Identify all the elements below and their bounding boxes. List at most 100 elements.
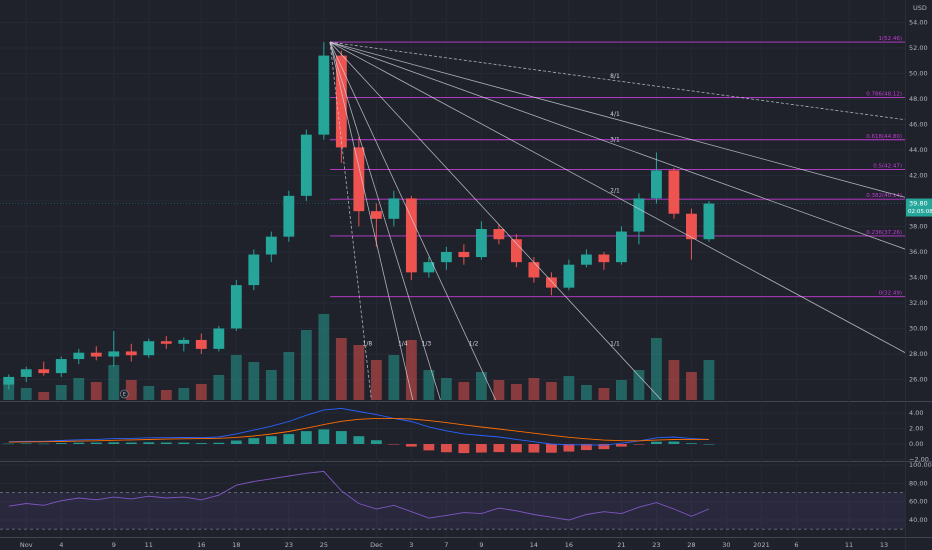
gann-fan-label: 8/1	[610, 73, 620, 80]
gann-fan-label: 4/1	[610, 111, 620, 118]
candle-body	[528, 262, 540, 278]
macd-histogram-bar	[3, 443, 15, 445]
macd-histogram-bar	[55, 443, 67, 445]
y-tick-label: 38.00	[909, 222, 928, 230]
candle-body	[686, 213, 697, 240]
x-tick-label: 21	[617, 541, 625, 549]
y-tick-label: 60.00	[909, 498, 928, 506]
axes: Nov 4 9 11 16 18 23 25 Dec 3 7 9 14 16 21 23 28 30 2021 6 11…	[20, 18, 932, 549]
volume-bar	[686, 372, 697, 400]
volume-bar	[510, 384, 522, 400]
y-tick-label: 46.00	[909, 120, 928, 128]
gann-fan-line	[329, 42, 372, 400]
candle-body	[703, 203, 715, 240]
volume-bar	[615, 380, 627, 400]
macd-histogram-bar	[458, 444, 470, 454]
gann-fan-label: 2/1	[610, 187, 620, 194]
macd-pane	[3, 407, 715, 454]
fib-label: 0.618(44.80)	[866, 134, 902, 140]
y-tick-label: 80.00	[909, 479, 928, 487]
x-tick-label: 28	[687, 541, 695, 549]
candle-body	[598, 254, 610, 263]
x-tick-label: 7	[444, 541, 448, 549]
volume-bar	[580, 385, 592, 400]
x-tick-label: Dec	[370, 541, 383, 549]
macd-histogram-bar	[528, 444, 540, 453]
volume-bar	[475, 372, 487, 400]
candle-body	[423, 262, 435, 273]
gann-fan-line	[329, 41, 497, 400]
last-price-box	[906, 198, 932, 217]
x-tick-label: 6	[794, 541, 798, 549]
volume-bar	[458, 382, 470, 400]
last-price-label: 39.80	[909, 200, 928, 208]
macd-histogram-bar	[300, 431, 312, 445]
candle-body	[440, 251, 452, 263]
gann-fan-line	[329, 41, 441, 400]
candle-body	[510, 239, 522, 263]
fib-label: 0(32.49)	[878, 291, 902, 297]
volume-bar	[388, 355, 400, 400]
macd-histogram-bar	[440, 444, 452, 453]
x-tick-label: 9	[479, 541, 483, 549]
x-tick-label: 11	[845, 541, 853, 549]
candle-body	[3, 376, 15, 385]
fib-label: 0.786(48.12)	[866, 91, 902, 97]
y-tick-label: 32.00	[909, 299, 928, 307]
y-tick-label: 44.00	[909, 146, 928, 154]
volume-bar	[668, 360, 680, 400]
candle-body	[143, 341, 155, 356]
macd-histogram-bar	[651, 441, 662, 445]
candle-body	[545, 277, 557, 288]
macd-histogram-bar	[563, 444, 575, 452]
gann-fan-label: 3/1	[610, 136, 620, 143]
candle-body	[668, 170, 680, 214]
volume-bar	[178, 388, 190, 400]
volume-bar	[143, 386, 155, 400]
volume-bar	[370, 360, 382, 400]
candle-body	[475, 229, 487, 258]
candle-body	[248, 254, 260, 286]
volume-bar	[545, 382, 557, 400]
macd-histogram-bar	[580, 444, 592, 451]
y-tick-label: 48.00	[909, 95, 928, 103]
macd-histogram-bar	[475, 444, 487, 453]
gann-fan-line	[329, 41, 905, 353]
event-marker	[119, 389, 129, 399]
x-tick-label: 30	[722, 541, 730, 549]
candle-body	[493, 229, 505, 240]
volume-bar	[493, 380, 505, 400]
candle-body	[265, 236, 277, 255]
macd-histogram-bar	[335, 431, 347, 445]
fib-label: 0.382(40.14)	[866, 193, 902, 199]
candle-body	[73, 352, 85, 360]
gann-fan-line	[329, 41, 414, 400]
macd-histogram-bar	[405, 444, 417, 447]
candle-body	[615, 231, 627, 263]
currency-label: USD	[913, 4, 927, 12]
price-pane: 1(52.46) 0.786(48.12) 0.618(44.80) 0.5(42.4…	[0, 36, 905, 400]
candle-body	[388, 198, 400, 219]
gann-fan-line	[329, 41, 905, 250]
volume-bar	[423, 370, 435, 400]
macd-histogram-bar	[370, 440, 382, 445]
candle-body	[335, 55, 347, 148]
macd-histogram-bar	[598, 444, 610, 450]
volume-bar	[633, 370, 645, 400]
volume-bar	[230, 355, 242, 400]
volume-bar	[213, 375, 225, 400]
x-tick-label: 4	[59, 541, 63, 549]
y-tick-label: 28.00	[909, 350, 928, 358]
macd-histogram-bar	[318, 429, 330, 445]
y-tick-label: 42.00	[909, 171, 928, 179]
macd-histogram-bar	[545, 444, 557, 453]
x-tick-label: 3	[409, 541, 413, 549]
macd-histogram-bar	[20, 443, 32, 445]
x-tick-label: 23	[285, 541, 293, 549]
candle-body	[195, 339, 207, 349]
volume-bar	[248, 362, 260, 400]
volume-bar	[90, 382, 102, 400]
macd-histogram-bar	[248, 438, 260, 445]
x-tick-label: 16	[565, 541, 573, 549]
